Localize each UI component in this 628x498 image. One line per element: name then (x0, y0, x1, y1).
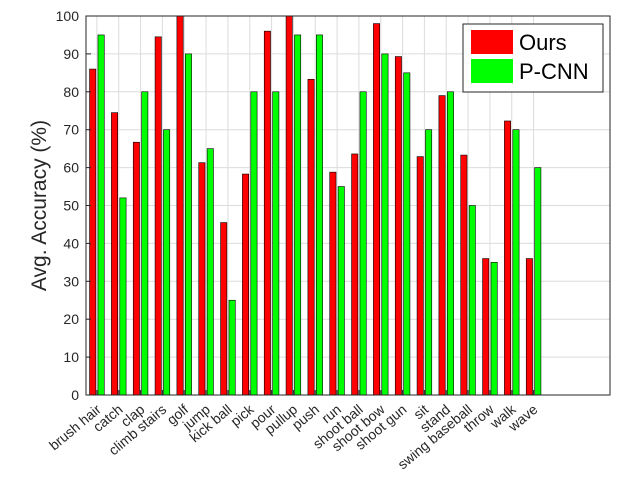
bar-ours-run (329, 171, 337, 396)
bar-ours-clap (132, 141, 140, 396)
bar-p-cnn-kick-ball (228, 299, 236, 396)
bar-ours-kick-ball (220, 222, 228, 396)
bar-p-cnn-brush-hair (97, 34, 105, 396)
bar-ours-walk (504, 120, 511, 396)
bar-ours-catch (111, 112, 119, 396)
y-tick-label: 20 (63, 311, 79, 327)
bar-p-cnn-shoot-gun (403, 72, 411, 396)
bar-ours-shoot-bow (373, 23, 380, 396)
y-tick-labels: 0 10 20 30 40 50 60 70 80 90 100 (56, 8, 91, 403)
bar-p-cnn-sit (425, 129, 433, 396)
bar-ours-pour (263, 30, 271, 396)
legend-swatch-ours (471, 30, 513, 54)
bar-ours-brush-hair (89, 68, 97, 396)
y-tick-label: 30 (63, 273, 79, 289)
bar-p-cnn-clap (141, 91, 149, 396)
bar-p-cnn-jump (206, 148, 214, 396)
bar-ours-jump (198, 162, 206, 396)
bar-ours-throw (482, 258, 490, 396)
legend-swatch-p-cnn (471, 59, 513, 83)
y-tick-label: 80 (63, 84, 79, 100)
bar-ours-climb-stairs (154, 36, 162, 396)
bars (89, 15, 542, 396)
bar-ours-stand (438, 95, 446, 396)
bar-p-cnn-golf (185, 53, 192, 396)
bar-ours-pick (242, 173, 249, 396)
bar-p-cnn-climb-stairs (163, 129, 171, 396)
legend-label-p-cnn: P-CNN (519, 59, 589, 84)
bar-ours-golf (176, 15, 184, 396)
bar-p-cnn-shoot-ball (359, 91, 367, 396)
bar-ours-shoot-gun (394, 56, 402, 396)
bar-p-cnn-shoot-bow (381, 53, 389, 396)
legend: Ours P-CNN (462, 23, 604, 93)
bar-p-cnn-run (337, 186, 345, 396)
bar-p-cnn-catch (119, 197, 127, 396)
y-tick-label: 50 (63, 198, 79, 214)
y-axis-label: Avg. Accuracy (%) (28, 120, 51, 291)
y-tick-label: 100 (56, 8, 80, 24)
bar-ours-wave (525, 258, 533, 396)
y-tick-label: 0 (71, 387, 79, 403)
bar-ours-pullup (285, 15, 293, 396)
bar-p-cnn-pour (272, 91, 280, 396)
bar-p-cnn-stand (446, 91, 454, 396)
bar-ours-push (307, 78, 315, 396)
bar-p-cnn-throw (490, 262, 498, 396)
bar-p-cnn-walk (512, 129, 520, 396)
y-tick-label: 10 (63, 349, 79, 365)
bar-p-cnn-push (315, 34, 323, 396)
bar-p-cnn-wave (534, 167, 542, 396)
y-tick-label: 40 (63, 235, 79, 251)
y-tick-label: 90 (63, 46, 79, 62)
legend-label-ours: Ours (519, 30, 567, 55)
bar-p-cnn-pick (250, 91, 258, 396)
bar-p-cnn-pullup (294, 34, 302, 396)
bar-p-cnn-swing-baseball (468, 205, 476, 396)
y-tick-label: 70 (63, 122, 79, 138)
bar-ours-sit (416, 156, 424, 396)
bar-ours-shoot-ball (351, 153, 359, 396)
bar-ours-swing-baseball (460, 154, 468, 396)
y-tick-label: 60 (63, 160, 79, 176)
